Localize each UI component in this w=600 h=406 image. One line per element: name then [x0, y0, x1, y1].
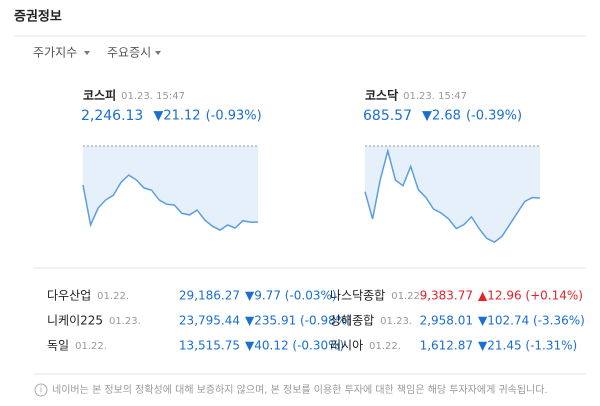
dropdown-arrow: [84, 51, 90, 55]
index-name: 다우산업: [47, 289, 91, 303]
index-date: 01.22.: [75, 341, 107, 352]
market-name: 코스닥: [365, 88, 398, 103]
market-change: ▼2.68: [422, 109, 461, 124]
market-change: ▼21.12: [153, 109, 200, 124]
index-date: 01.23.: [109, 316, 141, 327]
index-name: 나스닥종합: [330, 289, 385, 303]
disclaimer: 네이버는 본 정보의 정확성에 대해 보증하지 않으며, 본 정보를 이용한 투…: [52, 383, 548, 396]
market-time: 01.23. 15:47: [403, 91, 467, 102]
market-percent: (-0.39%): [466, 109, 522, 124]
index-change: ▼21.45 (-1.31%): [478, 339, 577, 353]
tab[interactable]: 주가지수: [33, 46, 77, 60]
index-value: 29,186.27: [179, 289, 240, 303]
market-time: 01.23. 15:47: [121, 91, 185, 102]
index-date: 01.23.: [380, 316, 412, 327]
chart-fill: [83, 146, 258, 231]
info-icon: [34, 383, 48, 397]
index-value: 9,383.77: [420, 289, 473, 303]
index-value: 13,515.75: [179, 339, 240, 353]
chart-fill: [365, 146, 540, 243]
chart-line: [364, 147, 541, 244]
index-change: ▼235.91 (-0.98%): [245, 314, 352, 328]
index-name: 러시아: [330, 339, 363, 353]
info-icon-glyph: i: [40, 386, 43, 396]
index-name: 독일: [47, 339, 69, 353]
index-date: 01.22.: [97, 291, 129, 302]
index-name: 니케이225: [47, 314, 103, 328]
index-date: 01.22.: [369, 341, 401, 352]
index-value: 23,795.44: [179, 314, 240, 328]
widget-title: 증권정보: [14, 9, 62, 25]
market-value: 2,246.13: [81, 108, 143, 124]
chart-line: [82, 174, 258, 231]
index-change: ▼102.74 (-3.36%): [478, 314, 585, 328]
index-value: 2,958.01: [420, 314, 473, 328]
index-change: ▼40.12 (-0.30%): [245, 339, 344, 353]
index-change: ▼9.77 (-0.03%): [245, 289, 337, 303]
dropdown-arrow: [155, 51, 161, 55]
market-percent: (-0.93%): [206, 109, 262, 124]
market-value: 685.57: [363, 108, 412, 124]
index-name: 상해종합: [330, 314, 374, 328]
index-date: 01.22.: [391, 291, 423, 302]
index-change: ▲12.96 (+0.14%): [478, 289, 583, 303]
tab[interactable]: 주요증시: [107, 46, 151, 60]
index-value: 1,612.87: [420, 339, 473, 353]
market-name: 코스피: [83, 88, 116, 103]
